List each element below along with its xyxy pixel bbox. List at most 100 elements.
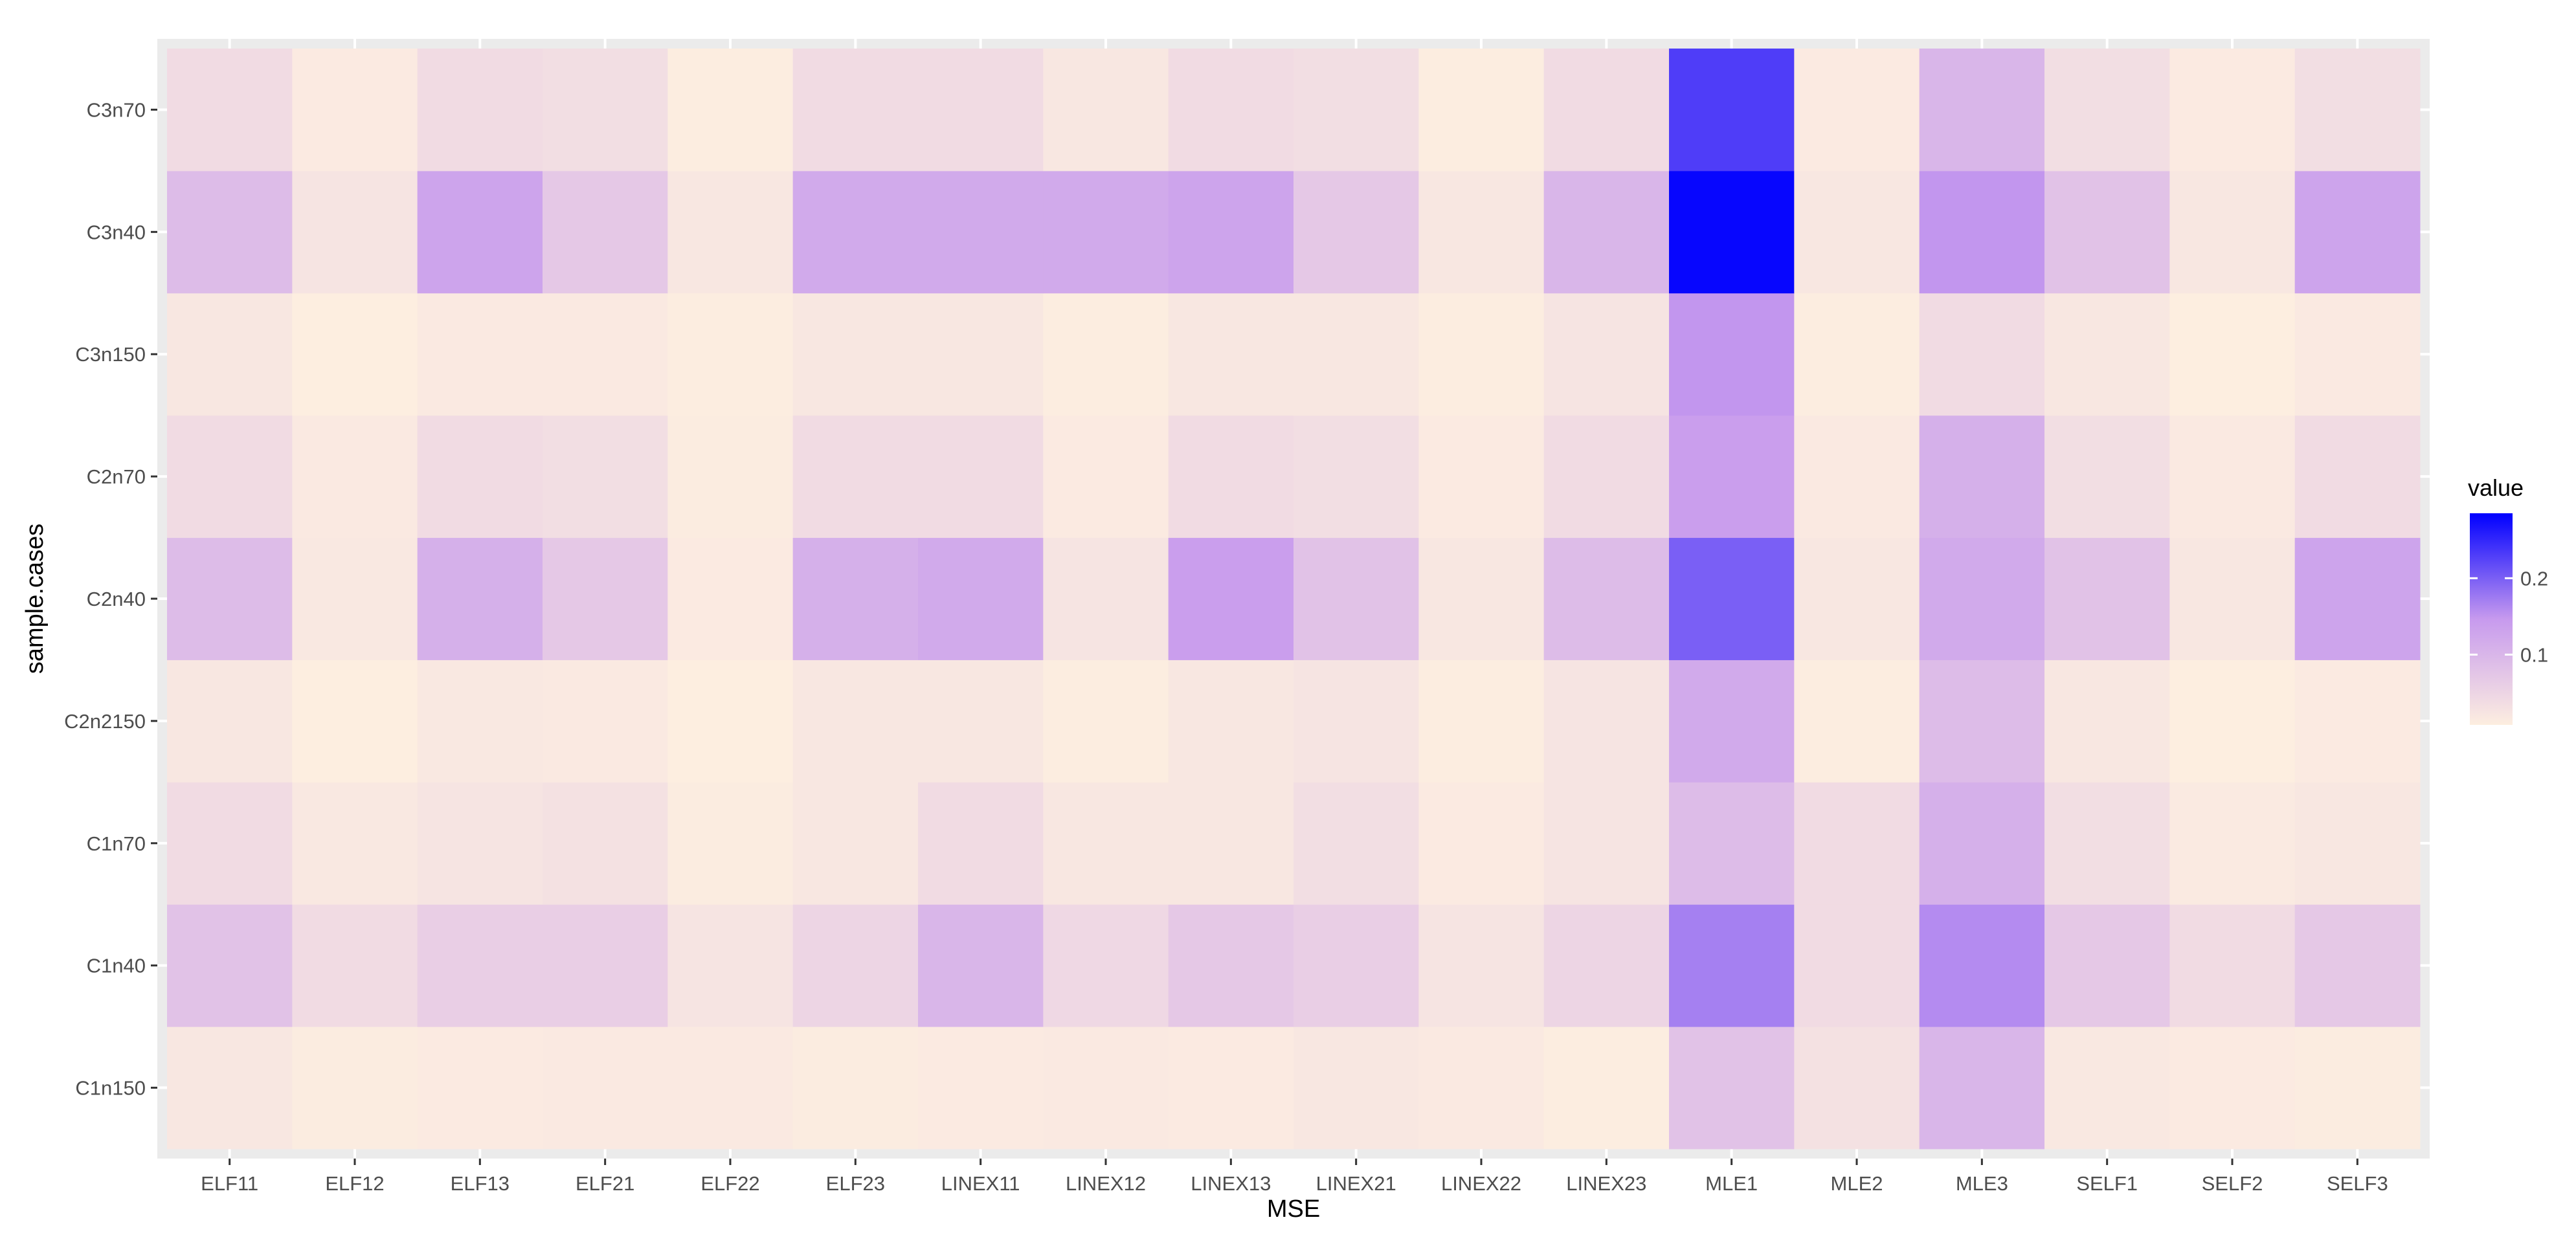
heatmap-cell — [1794, 293, 1920, 416]
heatmap-cell — [1043, 660, 1169, 783]
heatmap-cell — [918, 293, 1044, 416]
heatmap-cell — [167, 537, 293, 660]
heatmap-cell — [1919, 782, 2045, 905]
heatmap-cell — [543, 49, 668, 172]
heatmap-cell — [1418, 170, 1545, 294]
legend-tick-label: 0.1 — [2520, 643, 2548, 666]
heatmap-cell — [1669, 660, 1795, 783]
heatmap-cell — [417, 293, 543, 416]
heatmap-cell — [1919, 537, 2045, 660]
x-tick-label: SELF3 — [2327, 1172, 2388, 1195]
x-tick-label: SELF1 — [2076, 1172, 2138, 1195]
heatmap-cell — [1043, 537, 1169, 660]
heatmap-cell — [1919, 170, 2045, 294]
heatmap-cell — [2044, 782, 2170, 905]
heatmap-cell — [1294, 415, 1419, 539]
heatmap-cell — [1043, 904, 1169, 1027]
heatmap-cell — [417, 537, 543, 660]
heatmap-cell — [792, 782, 919, 905]
heatmap-cell — [1294, 1027, 1419, 1150]
heatmap-cell — [1919, 904, 2045, 1027]
heatmap-cell — [2294, 904, 2421, 1027]
heatmap-cell — [1919, 660, 2045, 783]
heatmap-cell — [543, 904, 668, 1027]
y-axis-title: sample.cases — [21, 524, 49, 674]
heatmap-cell — [1168, 293, 1294, 416]
heatmap-cell — [1168, 49, 1294, 172]
heatmap-cell — [292, 904, 418, 1027]
y-tick-label: C1n70 — [87, 832, 146, 855]
heatmap-cell — [1418, 1027, 1545, 1150]
heatmap-cell — [1418, 537, 1545, 660]
heatmap-cell — [2169, 904, 2296, 1027]
heatmap-cell — [2169, 782, 2296, 905]
heatmap-cell — [918, 415, 1044, 539]
heatmap-cell — [543, 782, 668, 905]
y-tick-label: C3n150 — [75, 343, 146, 366]
heatmap-cell — [2044, 293, 2170, 416]
heatmap-cell — [2294, 49, 2421, 172]
heatmap-cell — [1794, 782, 1920, 905]
heatmap-cell — [1294, 49, 1419, 172]
heatmap-cell — [543, 415, 668, 539]
heatmap-cell — [167, 293, 293, 416]
x-tick-label: LINEX21 — [1316, 1172, 1396, 1195]
heatmap-cell — [417, 415, 543, 539]
heatmap-cell — [543, 537, 668, 660]
heatmap-cell — [1919, 415, 2045, 539]
heatmap-cell — [1543, 782, 1670, 905]
x-tick-label: ELF23 — [826, 1172, 885, 1195]
heatmap-cell — [2294, 537, 2421, 660]
legend: value 0.1 0.2 — [2468, 474, 2548, 725]
heatmap-cell — [1543, 537, 1670, 660]
heatmap-cell — [667, 904, 794, 1027]
heatmap-cell — [1919, 1027, 2045, 1150]
heatmap-cell — [792, 415, 919, 539]
heatmap-cell — [792, 904, 919, 1027]
heatmap-cell — [1794, 1027, 1920, 1150]
heatmap-cell — [417, 660, 543, 783]
heatmap-cell — [543, 170, 668, 294]
heatmap-cell — [2044, 1027, 2170, 1150]
x-tick-label: LINEX22 — [1441, 1172, 1521, 1195]
heatmap-cell — [292, 170, 418, 294]
heatmap-cell — [1418, 904, 1545, 1027]
heatmap-cell — [1669, 415, 1795, 539]
heatmap-cell — [1543, 1027, 1670, 1150]
heatmap-cell — [167, 49, 293, 172]
heatmap-cell — [167, 1027, 293, 1150]
heatmap-cell — [792, 537, 919, 660]
heatmap-cell — [1294, 782, 1419, 905]
heatmap-cell — [2044, 537, 2170, 660]
heatmap-cell — [1418, 293, 1545, 416]
heatmap-cell — [167, 170, 293, 294]
heatmap-cell — [2294, 293, 2421, 416]
heatmap-cell — [1669, 170, 1795, 294]
legend-tick-label: 0.2 — [2520, 567, 2548, 590]
y-tick-label: C2n70 — [87, 465, 146, 488]
heatmap-cell — [1794, 660, 1920, 783]
heatmap-cell — [1543, 660, 1670, 783]
heatmap-cell — [292, 660, 418, 783]
heatmap-cell — [2294, 170, 2421, 294]
x-tick-label: MLE2 — [1831, 1172, 1883, 1195]
heatmap-cell — [1543, 49, 1670, 172]
heatmap-cell — [1168, 782, 1294, 905]
heatmap-cell — [1043, 415, 1169, 539]
heatmap-cell — [1669, 904, 1795, 1027]
heatmap-cell — [667, 782, 794, 905]
heatmap-cell — [1043, 49, 1169, 172]
heatmap-cell — [167, 415, 293, 539]
heatmap-cell — [667, 660, 794, 783]
x-tick-label: MLE3 — [1956, 1172, 2008, 1195]
heatmap-cell — [1294, 537, 1419, 660]
heatmap-cell — [1168, 660, 1294, 783]
heatmap-cell — [2044, 49, 2170, 172]
heatmap-cell — [1418, 49, 1545, 172]
heatmap-cell — [1168, 904, 1294, 1027]
heatmap-cell — [292, 49, 418, 172]
heatmap-cell — [543, 293, 668, 416]
heatmap-cell — [792, 1027, 919, 1150]
heatmap-cell — [543, 660, 668, 783]
